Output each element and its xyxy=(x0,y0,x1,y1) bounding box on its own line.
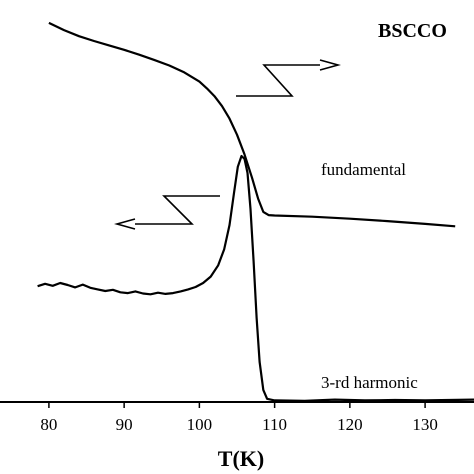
x-tick-label: 110 xyxy=(262,415,287,434)
series-line-3rd-harmonic xyxy=(37,154,474,402)
x-tick-label: 100 xyxy=(187,415,213,434)
right-axis-indicator xyxy=(236,59,341,97)
x-axis-label: T(K) xyxy=(218,446,264,471)
x-ticks xyxy=(48,402,426,408)
x-tick-label: 120 xyxy=(337,415,363,434)
x-tick-label: 90 xyxy=(116,415,133,434)
x-tick-label: 130 xyxy=(412,415,438,434)
x-tick-labels: 80 90 100 110 120 130 xyxy=(40,415,437,434)
chart-title: BSCCO xyxy=(378,20,447,42)
left-axis-indicator xyxy=(114,195,220,230)
series-label-fundamental: fundamental xyxy=(321,160,406,179)
series-line-fundamental xyxy=(48,21,456,228)
x-tick-label: 80 xyxy=(40,415,57,434)
series-label-3rd-harmonic: 3-rd harmonic xyxy=(321,373,418,392)
